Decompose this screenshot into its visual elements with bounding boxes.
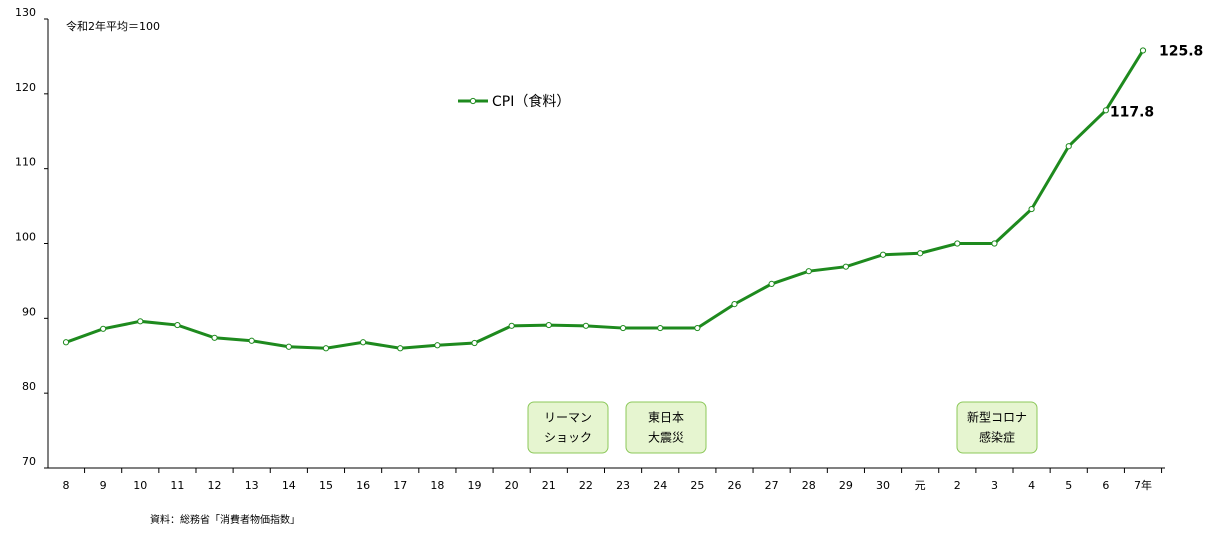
x-tick-label: 19 bbox=[468, 479, 482, 492]
point bbox=[879, 251, 887, 258]
point bbox=[137, 318, 144, 325]
x-tick-label: 29 bbox=[839, 479, 853, 492]
x-tick-label: 28 bbox=[802, 479, 816, 492]
point bbox=[322, 345, 330, 352]
point bbox=[805, 268, 812, 275]
annotation-text: 大震災 bbox=[648, 431, 684, 445]
y-tick-label: 100 bbox=[15, 231, 36, 244]
point bbox=[285, 343, 292, 350]
annotation-box bbox=[625, 401, 707, 454]
annotation-text: 新型コロナ bbox=[967, 410, 1027, 425]
point bbox=[434, 342, 441, 349]
point bbox=[1065, 143, 1072, 150]
point bbox=[471, 339, 478, 347]
series-line bbox=[65, 49, 1145, 350]
x-tick-label: 17 bbox=[393, 479, 407, 492]
note: 令和2年平均＝100 bbox=[66, 19, 160, 33]
x-tick-label: 6 bbox=[1102, 479, 1109, 492]
x-tick-label: 24 bbox=[653, 479, 667, 492]
x-tick-label: 10 bbox=[133, 479, 147, 492]
y-tick-label: 90 bbox=[22, 305, 36, 318]
point bbox=[100, 325, 107, 332]
value-label: 117.8 bbox=[1110, 104, 1154, 120]
x-tick-label: 22 bbox=[579, 479, 593, 492]
x-tick-label: 14 bbox=[282, 479, 296, 492]
x-tick-label: 8 bbox=[63, 479, 70, 492]
x-tick-label: 30 bbox=[876, 479, 890, 492]
x-tick-label: 2 bbox=[954, 479, 961, 492]
x-tick-label: 5 bbox=[1065, 479, 1072, 492]
x-tick-label: 23 bbox=[616, 479, 630, 492]
annotation-box bbox=[527, 401, 609, 454]
point bbox=[174, 321, 181, 329]
x-tick-label: 4 bbox=[1028, 479, 1035, 492]
x-tick-label: 15 bbox=[319, 479, 333, 492]
x-tick-label: 3 bbox=[991, 479, 998, 492]
x-tick-label: 26 bbox=[727, 479, 741, 492]
x-tick-label: 9 bbox=[100, 479, 107, 492]
y-tick-label: 80 bbox=[22, 380, 36, 393]
x-tick-label: 18 bbox=[430, 479, 444, 492]
x-tick-label: 13 bbox=[245, 479, 259, 492]
point bbox=[545, 321, 552, 329]
point bbox=[508, 322, 515, 329]
point bbox=[62, 339, 70, 346]
point bbox=[991, 240, 998, 247]
source: 資料：総務省「消費者物価指数」 bbox=[150, 513, 300, 526]
x-tick-label: 27 bbox=[765, 479, 779, 492]
annotation-text: 東日本 bbox=[648, 411, 684, 425]
x-tick-label: 25 bbox=[690, 479, 704, 492]
legend-marker bbox=[469, 97, 477, 105]
x-tick-label: 元 bbox=[915, 479, 926, 492]
y-tick-label: 110 bbox=[15, 156, 36, 169]
point bbox=[917, 250, 924, 257]
annotation-text: リーマン bbox=[544, 411, 592, 425]
x-tick-label: 11 bbox=[170, 479, 184, 492]
y-tick-label: 70 bbox=[22, 455, 36, 468]
point bbox=[768, 280, 775, 288]
legend-label: CPI（食料） bbox=[492, 93, 570, 110]
point bbox=[397, 345, 404, 352]
point bbox=[211, 334, 218, 341]
x-tick-label: 7年 bbox=[1134, 478, 1152, 492]
point bbox=[731, 301, 738, 308]
x-tick-label: 12 bbox=[208, 479, 222, 492]
annotation-text: 感染症 bbox=[979, 430, 1015, 445]
point bbox=[582, 322, 590, 329]
point bbox=[1028, 205, 1035, 213]
y-tick-label: 120 bbox=[15, 81, 36, 94]
point bbox=[842, 263, 849, 270]
x-tick-label: 20 bbox=[505, 479, 519, 492]
point bbox=[657, 324, 664, 332]
point bbox=[1139, 47, 1147, 54]
point bbox=[1102, 107, 1109, 114]
y-tick-label: 130 bbox=[15, 6, 36, 19]
value-label: 125.8 bbox=[1159, 43, 1203, 59]
point bbox=[954, 240, 961, 247]
point bbox=[694, 324, 701, 332]
point bbox=[619, 324, 627, 332]
annotation-text: ショック bbox=[544, 431, 592, 445]
point bbox=[248, 337, 255, 344]
x-tick-label: 16 bbox=[356, 479, 370, 492]
annotation-box bbox=[956, 401, 1038, 454]
point bbox=[360, 339, 367, 346]
x-tick-label: 21 bbox=[542, 479, 556, 492]
